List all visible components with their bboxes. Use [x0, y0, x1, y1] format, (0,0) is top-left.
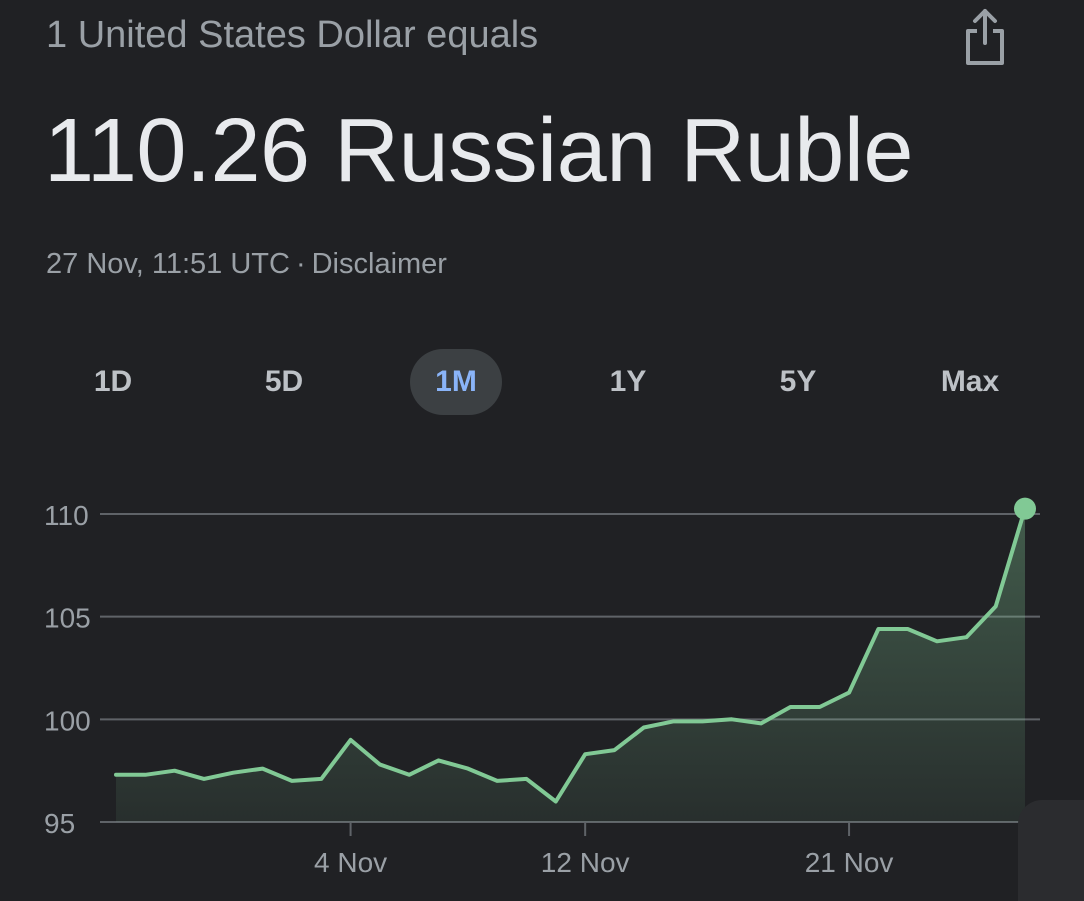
data-point: [994, 604, 998, 608]
data-point: [730, 717, 734, 721]
data-point: [407, 773, 411, 777]
data-point: [202, 777, 206, 781]
x-tick-label: 4 Nov: [314, 847, 387, 878]
data-point: [114, 773, 118, 777]
data-point: [554, 799, 558, 803]
data-point: [612, 748, 616, 752]
converted-amount: 110.26 Russian Ruble: [44, 101, 913, 201]
data-point: [437, 758, 441, 762]
tab-max[interactable]: Max: [940, 365, 1000, 398]
share-icon: [966, 9, 1004, 65]
data-point: [173, 769, 177, 773]
data-point: [583, 752, 587, 756]
data-point: [935, 639, 939, 643]
x-tick-label: 12 Nov: [541, 847, 630, 878]
data-point: [964, 635, 968, 639]
floating-panel-edge: [1018, 800, 1084, 901]
conversion-subtitle: 1 United States Dollar equals: [46, 14, 539, 56]
data-point: [261, 767, 265, 771]
y-tick-label-95: 95: [44, 808, 75, 839]
data-point: [818, 705, 822, 709]
data-point: [759, 721, 763, 725]
data-point: [876, 627, 880, 631]
data-point: [495, 779, 499, 783]
y-tick-label-110: 110: [44, 500, 89, 531]
y-tick-label-105: 105: [44, 603, 91, 634]
share-button[interactable]: [956, 4, 1014, 70]
tab-1m[interactable]: 1M: [410, 349, 502, 415]
current-value-dot: [1014, 497, 1036, 520]
tab-5d[interactable]: 5D: [264, 365, 304, 398]
data-point: [642, 726, 646, 730]
tab-5y[interactable]: 5Y: [779, 365, 817, 398]
data-point: [700, 719, 704, 723]
time-range-tabs: 1D 5D 1M 1Y 5Y Max: [0, 349, 1084, 415]
data-point: [143, 773, 147, 777]
data-point: [906, 627, 910, 631]
separator: ·: [295, 248, 306, 280]
data-point: [319, 777, 323, 781]
exchange-rate-chart: 110 105 100 95 4 Nov 12 Nov 21 Nov: [44, 497, 1040, 878]
data-point: [349, 738, 353, 742]
data-point: [378, 763, 382, 767]
data-point: [525, 777, 529, 781]
timestamp: 27 Nov, 11:51 UTC: [46, 248, 290, 280]
tab-1y[interactable]: 1Y: [609, 365, 647, 398]
disclaimer-link[interactable]: Disclaimer: [311, 248, 447, 280]
y-tick-label-100: 100: [44, 705, 91, 736]
tab-1d[interactable]: 1D: [93, 365, 133, 398]
data-point: [290, 779, 294, 783]
data-point: [466, 767, 470, 771]
timestamp-line: 27 Nov, 11:51 UTC · Disclaimer: [46, 248, 447, 281]
data-point: [671, 719, 675, 723]
series-line: [114, 506, 1027, 804]
data-point: [788, 705, 792, 709]
data-point: [231, 771, 235, 775]
area-fill: [116, 508, 1025, 822]
data-point: [847, 691, 851, 695]
x-tick-label: 21 Nov: [805, 847, 894, 878]
